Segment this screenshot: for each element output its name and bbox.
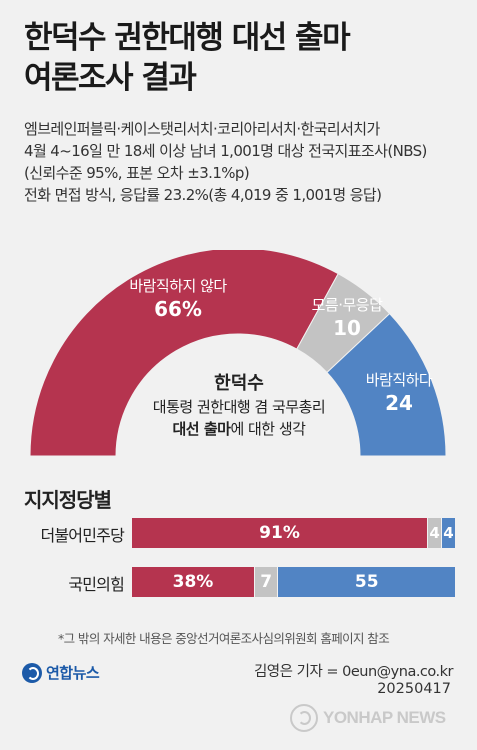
- title-line-1: 한덕수 권한대행 대선 출마: [24, 20, 351, 56]
- bar-segment-oppose-1: 4: [441, 518, 455, 548]
- watermark-text: YONHAP NEWS: [323, 708, 446, 727]
- donut-center-label: 한덕수 대통령 권한대행 겸 국무총리 대선 출마에 대한 생각: [108, 372, 370, 440]
- desc-line-2: 4월 4~16일 만 18세 이상 남녀 1,001명 대상 전국지표조사(NB…: [24, 142, 427, 160]
- chart-title: 한덕수 권한대행 대선 출마 여론조사 결과: [24, 18, 351, 98]
- desc-line-3: (신뢰수준 95%, 표본 오차 ±3.1%p): [24, 164, 250, 182]
- bar-segment-unknown-2: 7: [253, 567, 278, 597]
- footnote: *그 밖의 자세한 내용은 중앙선거여론조사심의위원회 홈페이지 참조: [58, 631, 390, 646]
- center-line-3: 대선 출마에 대한 생각: [108, 418, 370, 440]
- party-section-title: 지지정당별: [24, 488, 112, 512]
- party-bar-ppp: 38% 7 55: [132, 567, 455, 597]
- bar-segment-support-1: 91%: [132, 518, 428, 548]
- bar-segment-oppose-2: 55: [277, 567, 455, 597]
- slice-name-undesirable: 바람직하지 않다: [129, 277, 227, 295]
- watermark-logo-icon: [290, 704, 318, 732]
- half-donut-chart: [29, 250, 447, 457]
- party-bar-democratic: 91% 4 4: [132, 518, 455, 548]
- slice-name-unknown: 모름·무응답: [311, 296, 383, 314]
- desc-line-1: 엠브레인퍼블릭·케이스탯리서치·코리아리서치·한국리서치가: [24, 120, 380, 138]
- party-label-democratic: 더불어민주당: [40, 526, 124, 545]
- bar-segment-unknown-1: 4: [427, 518, 442, 548]
- author-credit: 김영은 기자 = 0eun@yna.co.kr: [253, 664, 454, 680]
- center-line-3-bold: 대선 출마: [172, 420, 231, 438]
- yonhap-logo-text: 연합뉴스: [46, 664, 100, 682]
- donut-slice-desirable: [326, 312, 447, 457]
- publish-date: 20250417: [377, 681, 451, 697]
- center-line-1: 한덕수: [214, 373, 264, 394]
- title-line-2: 여론조사 결과: [24, 60, 197, 96]
- bar-segment-support-2: 38%: [132, 567, 254, 597]
- slice-label-unknown: 모름·무응답 10: [282, 295, 412, 341]
- watermark: YONHAP NEWS: [290, 704, 446, 732]
- party-label-ppp: 국민의힘: [68, 575, 124, 594]
- slice-label-desirable: 바람직하다 24: [336, 370, 462, 416]
- survey-description: 엠브레인퍼블릭·케이스탯리서치·코리아리서치·한국리서치가 4월 4~16일 만…: [24, 118, 427, 206]
- slice-value-desirable: 24: [385, 391, 413, 415]
- desc-line-4: 전화 면접 방식, 응답률 23.2%(총 4,019 중 1,001명 응답): [24, 186, 382, 204]
- slice-value-unknown: 10: [333, 316, 361, 340]
- slice-label-undesirable: 바람직하지 않다 66%: [88, 276, 268, 322]
- yonhap-logo: 연합뉴스: [22, 662, 100, 683]
- slice-value-undesirable: 66%: [154, 297, 202, 321]
- yonhap-logo-icon: [22, 662, 42, 683]
- donut-slice-undesirable: [29, 250, 339, 457]
- slice-name-desirable: 바람직하다: [365, 371, 433, 389]
- center-line-3-rest: 에 대한 생각: [230, 420, 306, 438]
- center-line-2: 대통령 권한대행 겸 국무총리: [152, 398, 326, 416]
